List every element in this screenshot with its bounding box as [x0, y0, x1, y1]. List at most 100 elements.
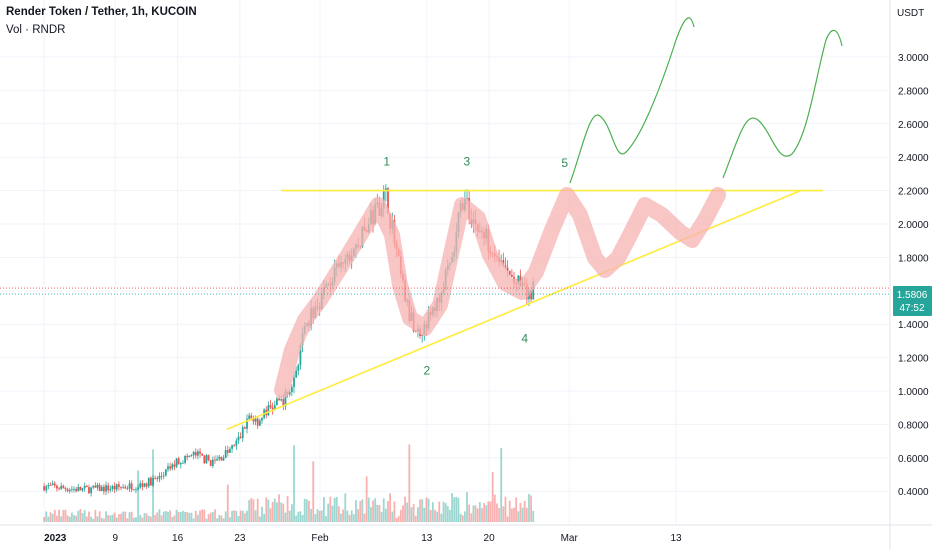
volume-bar: [402, 505, 404, 522]
volume-bar: [205, 518, 208, 522]
price-tick-label: 1.8000: [898, 253, 929, 264]
candle-body: [229, 448, 231, 453]
candle-body: [276, 398, 278, 406]
price-tick-label: 1.4000: [898, 320, 929, 331]
candle-body: [60, 485, 63, 490]
candle-body: [502, 260, 505, 266]
volume-bar: [318, 510, 321, 522]
volume-bar: [271, 501, 274, 522]
candle-body: [226, 450, 229, 453]
candle-body: [137, 487, 139, 490]
volume-bar: [378, 505, 381, 522]
volume-bar: [496, 503, 498, 522]
volume-bar: [478, 502, 481, 522]
volume-bar: [122, 511, 125, 522]
volume-bar: [196, 514, 199, 522]
volume-bar: [220, 515, 223, 522]
candle-body: [278, 398, 280, 401]
candle-body: [53, 483, 56, 486]
candle-body: [466, 198, 468, 200]
candle-body: [122, 486, 125, 488]
time-tick-label: 16: [172, 533, 184, 544]
volume-bar: [282, 503, 285, 522]
time-tick-label: 13: [421, 533, 433, 544]
volume-bar: [60, 516, 63, 522]
candle-body: [81, 488, 84, 491]
volume-bar: [517, 511, 520, 522]
candle-body: [508, 270, 511, 275]
volume-bar: [502, 506, 505, 522]
volume-bar: [470, 513, 473, 522]
volume-bar: [201, 509, 204, 522]
candle-body: [158, 475, 161, 479]
volume-bar: [483, 503, 486, 522]
volume-bar: [376, 504, 379, 522]
volume-bar: [77, 510, 80, 522]
candle-body: [92, 485, 95, 488]
volume-bar: [337, 506, 340, 522]
candle-body: [273, 405, 276, 410]
volume-bar: [190, 512, 193, 522]
volume-bar: [323, 497, 325, 522]
volume-bar: [412, 504, 415, 522]
candle-body: [120, 486, 122, 488]
volume-bar: [43, 516, 45, 522]
candle-body: [179, 463, 182, 465]
candle-body: [214, 459, 216, 461]
candle-body: [177, 458, 180, 465]
volume-bar: [254, 510, 257, 522]
candle-body: [94, 485, 97, 488]
time-tick-label: 20: [484, 533, 496, 544]
volume-bar: [523, 500, 526, 522]
volume-bar: [472, 505, 475, 522]
volume-bar: [310, 508, 312, 522]
volume-bar: [280, 502, 283, 522]
volume-bar: [461, 515, 464, 522]
price-tick-label: 2.4000: [898, 153, 929, 164]
volume-bar: [179, 512, 182, 522]
candle-body: [115, 484, 118, 490]
volume-bar: [314, 513, 317, 522]
volume-bar: [329, 496, 332, 522]
volume-bar: [47, 516, 50, 522]
volume-bar: [56, 515, 58, 522]
volume-bar: [100, 517, 103, 522]
volume-bar: [235, 510, 238, 522]
candle-body: [126, 488, 129, 490]
candle-body: [128, 483, 131, 489]
price-axis-currency: USDT: [897, 8, 924, 19]
volume-label: Vol · RNDR: [6, 24, 66, 36]
pattern-label: 1: [383, 155, 390, 169]
volume-bar: [344, 493, 347, 522]
volume-bar: [427, 498, 430, 522]
volume-bar: [288, 510, 291, 522]
candle-body: [103, 486, 105, 492]
volume-bar: [267, 499, 270, 522]
candle-body: [269, 405, 272, 408]
time-tick-label: 13: [670, 533, 682, 544]
volume-bar: [367, 497, 370, 522]
projection-path-1: [569, 17, 695, 184]
time-tick-label: Feb: [311, 533, 329, 544]
volume-bar: [491, 472, 494, 522]
volume-bar: [451, 493, 453, 522]
volume-bar: [293, 445, 295, 522]
volume-bar: [382, 498, 385, 522]
volume-bar: [316, 509, 319, 522]
volume-bar: [85, 516, 88, 522]
volume-bar: [113, 512, 116, 522]
candle-body: [290, 387, 293, 392]
volume-bar: [83, 510, 86, 522]
pattern-label: 4: [521, 332, 528, 346]
volume-bar: [346, 510, 349, 522]
candle-body: [171, 464, 174, 469]
price-tick-label: 0.4000: [898, 487, 929, 498]
volume-bar: [241, 510, 244, 522]
drawings-layer: 1 2 3 4 5: [0, 17, 890, 431]
volume-bar: [128, 512, 131, 522]
candle-body: [130, 483, 133, 490]
candle-body: [233, 445, 236, 447]
candle-body: [147, 477, 150, 487]
volume-bar: [303, 498, 306, 522]
